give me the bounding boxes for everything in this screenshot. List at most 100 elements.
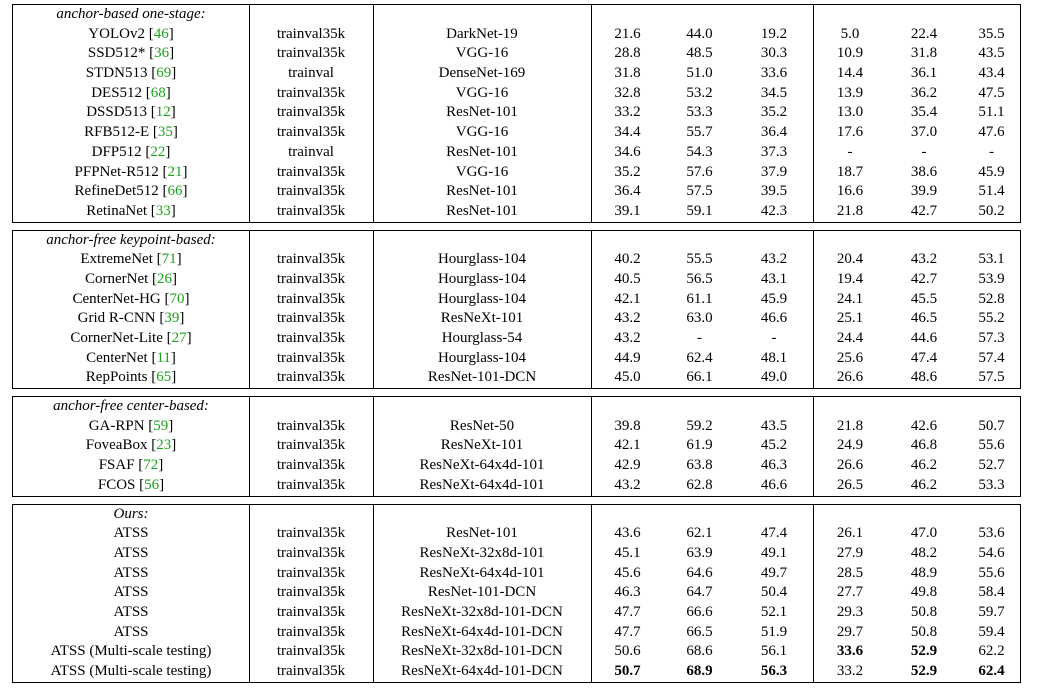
data-cell: trainval35k	[276, 104, 346, 121]
method-cell: FSAF [72]	[98, 457, 164, 474]
citation-link[interactable]: 26	[157, 270, 173, 287]
data-cell: trainval35k	[276, 623, 346, 640]
method-name: ATSS	[113, 525, 149, 542]
ap75-cell: 45.2	[760, 437, 788, 454]
data-cell: trainval35k	[276, 437, 346, 454]
data-cell: trainval35k	[276, 349, 346, 366]
apl-cell: 50.2	[978, 202, 1005, 219]
aps-cell: 14.4	[836, 65, 864, 82]
ap75-cell: 43.5	[760, 417, 788, 434]
ap75-cell: 56.3	[760, 663, 788, 679]
ap75-cell: 46.3	[760, 457, 788, 474]
citation-link[interactable]: 21	[167, 163, 183, 180]
ap-cell: 40.2	[614, 251, 641, 268]
column-divider	[249, 5, 250, 222]
backbone-cell: ResNeXt-32x8d-101-DCN	[401, 603, 563, 620]
ap50-cell: 61.1	[686, 290, 713, 307]
data-cell: trainval35k	[276, 270, 346, 287]
citation-link[interactable]: 70	[169, 290, 185, 307]
method-cell: ATSS	[13, 623, 249, 643]
apl-cell: 51.1	[978, 104, 1005, 121]
apm-cell: 46.2	[910, 457, 938, 474]
column-divider	[591, 504, 592, 682]
apl-cell: 59.7	[978, 603, 1005, 620]
backbone-cell: VGG-16	[455, 163, 509, 180]
citation-link[interactable]: 56	[144, 476, 160, 493]
ap75-cell: 49.1	[760, 544, 788, 561]
citation-link[interactable]: 27	[171, 330, 187, 346]
ap50-cell: 55.7	[686, 124, 713, 141]
apl-cell: 53.3	[978, 476, 1005, 493]
aps-cell: 26.1	[836, 525, 864, 542]
aps-cell: 13.0	[836, 104, 864, 121]
ap75-cell: 56.1	[760, 643, 788, 660]
ap50-cell: 62.8	[686, 476, 713, 493]
citation-link[interactable]: 11	[156, 349, 171, 366]
aps-cell: 26.5	[836, 476, 864, 493]
ap-cell: 43.2	[614, 310, 641, 327]
method-cell: DES512 [68]	[91, 84, 171, 101]
data-cell: trainval35k	[276, 643, 346, 660]
method-name: CenterNet	[86, 349, 148, 366]
ap-cell: 43.2	[614, 476, 641, 493]
method-name: PFPNet-R512	[74, 163, 159, 180]
aps-cell: 21.8	[836, 417, 864, 434]
column-divider	[813, 504, 814, 682]
apl-cell: 53.6	[978, 525, 1005, 542]
ap75-cell: 49.0	[760, 369, 788, 386]
ap75-cell: 51.9	[760, 623, 788, 640]
data-cell: trainval35k	[276, 202, 346, 219]
ap75-cell: 46.6	[760, 310, 788, 327]
backbone-cell: ResNeXt-64x4d-101	[419, 476, 545, 493]
method-cell: ATSS	[13, 603, 249, 623]
method-cell: ATSS (Multi-scale testing)	[13, 662, 249, 682]
citation-link[interactable]: 59	[153, 417, 169, 434]
citation-link[interactable]: 68	[150, 84, 166, 101]
method-name: CenterNet-HG	[72, 290, 161, 307]
apl-cell: 57.3	[978, 330, 1005, 346]
section-title-row: Ours:	[13, 505, 1020, 525]
citation-link[interactable]: 46	[153, 25, 169, 42]
method-cell: STDN513 [69]	[85, 65, 177, 82]
citation-link[interactable]: 36	[154, 45, 170, 62]
apm-cell: 36.1	[910, 65, 938, 82]
citation-link[interactable]: 35	[157, 124, 173, 141]
citation-link[interactable]: 72	[143, 457, 159, 474]
method-name: DFP512	[91, 143, 142, 160]
method-cell: RepPoints [65]	[85, 369, 177, 386]
table-row: CornerNet [26] trainval35k Hourglass-104 40…	[13, 270, 1020, 290]
citation-link[interactable]: 39	[164, 310, 180, 327]
aps-cell: 17.6	[836, 124, 864, 141]
citation-link[interactable]: 33	[155, 202, 171, 219]
ap50-cell: 62.4	[686, 349, 713, 366]
ap75-cell: 42.3	[760, 202, 788, 219]
apl-cell: 54.6	[978, 544, 1005, 561]
method-name: CornerNet	[84, 270, 149, 287]
data-cell: trainval35k	[276, 45, 346, 62]
citation-link[interactable]: 66	[167, 183, 183, 200]
method-cell: RetinaNet [33]	[86, 202, 176, 219]
table-row: FCOS [56] trainval35k ResNeXt-64x4d-101 43.…	[13, 476, 1020, 496]
ap50-cell: 48.5	[686, 45, 713, 62]
citation-link[interactable]: 22	[150, 143, 166, 160]
aps-cell: 24.9	[836, 437, 864, 454]
section-title-row: anchor-free center-based:	[13, 397, 1020, 417]
ap50-cell: 63.9	[686, 544, 713, 561]
ap75-cell: 52.1	[760, 603, 788, 620]
backbone-cell: ResNet-101-DCN	[427, 584, 537, 601]
table-section: anchor-based one-stage: YOLOv2 [46] trainv…	[12, 4, 1021, 223]
table-row: CenterNet-HG [70] trainval35k Hourglass-10…	[13, 290, 1020, 310]
citation-link[interactable]: 23	[156, 437, 172, 454]
citation-link[interactable]: 12	[155, 104, 171, 121]
apl-cell: 47.5	[978, 84, 1005, 101]
apm-cell: 35.4	[910, 104, 938, 121]
citation-link[interactable]: 65	[156, 369, 172, 386]
data-cell: trainval35k	[276, 544, 346, 561]
citation-link[interactable]: 71	[161, 251, 177, 268]
section-title: anchor-based one-stage:	[56, 6, 206, 22]
section-title: anchor-free keypoint-based:	[46, 231, 216, 248]
table-row: Grid R-CNN [39] trainval35k ResNeXt-101 43.…	[13, 309, 1020, 329]
citation-link[interactable]: 69	[156, 65, 172, 82]
aps-cell: 25.1	[836, 310, 864, 327]
backbone-cell: ResNeXt-32x8d-101	[419, 544, 545, 561]
